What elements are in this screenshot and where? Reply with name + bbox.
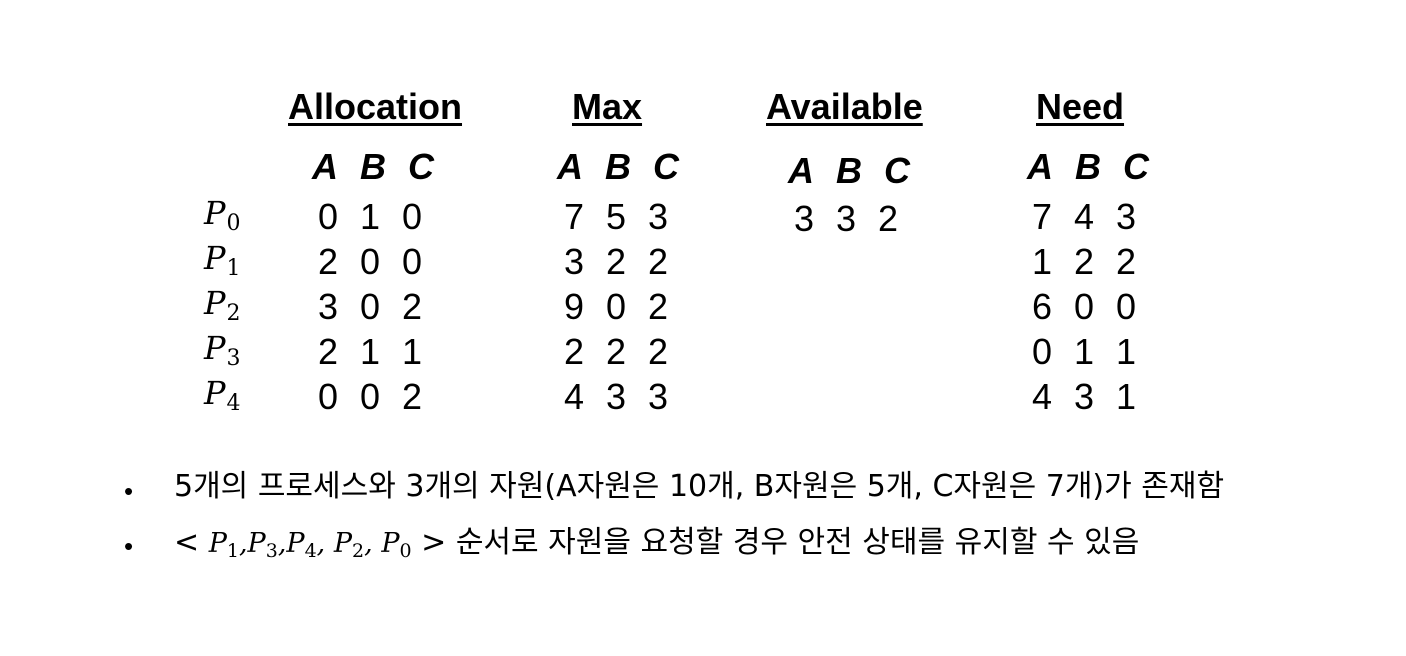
max-cell: 2	[647, 241, 669, 282]
allocation-cell: 2	[317, 331, 339, 372]
max-cell: 9	[563, 286, 585, 327]
resource-header: C	[653, 146, 679, 187]
sequence-item: P2,	[333, 528, 373, 562]
process-label-p3: P3	[204, 329, 241, 371]
max-cell: 2	[647, 286, 669, 327]
allocation-cell: 1	[359, 196, 381, 237]
resource-header: C	[1123, 146, 1149, 187]
available-cell: 3	[793, 198, 815, 239]
resource-header: B	[1075, 146, 1101, 187]
need-cell: 7	[1031, 196, 1053, 237]
need-cell: 0	[1115, 286, 1137, 327]
process-label-p2: P2	[204, 284, 241, 326]
max-cell: 0	[605, 286, 627, 327]
need-title: Need	[1036, 86, 1125, 127]
allocation-cell: 0	[359, 376, 381, 417]
max-cell: 2	[563, 331, 585, 372]
resource-header: B	[836, 150, 862, 191]
allocation-cell: 1	[359, 331, 381, 372]
resource-header: A	[312, 146, 338, 187]
allocation-cell: 0	[401, 196, 423, 237]
process-label-p0: P0	[204, 194, 241, 236]
need-cell: 6	[1031, 286, 1053, 327]
need-cell: 0	[1073, 286, 1095, 327]
bullet-marker: •	[124, 531, 134, 561]
max-cell: 5	[605, 196, 627, 237]
resource-header: B	[605, 146, 631, 187]
max-cell: 7	[563, 196, 585, 237]
bullet-marker: •	[124, 476, 134, 506]
max-cell: 3	[647, 196, 669, 237]
sequence-item: P4,	[286, 528, 326, 562]
sequence-close: >	[421, 525, 447, 560]
max-cell: 4	[563, 376, 585, 417]
need-cell: 2	[1115, 241, 1137, 282]
sequence-item: P1,	[208, 528, 248, 562]
max-cell: 3	[563, 241, 585, 282]
need-cell: 1	[1115, 376, 1137, 417]
allocation-cell: 1	[401, 331, 423, 372]
allocation-cell: 2	[401, 286, 423, 327]
allocation-cell: 2	[317, 241, 339, 282]
need-cell: 2	[1073, 241, 1095, 282]
max-cell: 2	[605, 331, 627, 372]
allocation-cell: 3	[317, 286, 339, 327]
need-cell: 4	[1031, 376, 1053, 417]
max-cell: 2	[605, 241, 627, 282]
sequence-description: 순서로 자원을 요청할 경우 안전 상태를 유지할 수 있음	[455, 525, 1140, 560]
available-cell: 2	[877, 198, 899, 239]
need-cell: 4	[1073, 196, 1095, 237]
resource-header: C	[884, 150, 910, 191]
bullet-text-1: 5개의 프로세스와 3개의 자원(A자원은 10개, B자원은 5개, C자원은…	[174, 469, 1225, 504]
allocation-cell: 0	[317, 196, 339, 237]
need-cell: 1	[1115, 331, 1137, 372]
need-cell: 1	[1031, 241, 1053, 282]
available-title: Available	[766, 86, 923, 127]
allocation-title: Allocation	[288, 86, 463, 127]
sequence-item: P0	[381, 528, 412, 562]
resource-header: B	[360, 146, 386, 187]
sequence-open: <	[174, 525, 200, 560]
need-cell: 1	[1073, 331, 1095, 372]
max-cell: 2	[647, 331, 669, 372]
resource-header: A	[788, 150, 814, 191]
available-cell: 3	[835, 198, 857, 239]
allocation-cell: 0	[401, 241, 423, 282]
need-cell: 0	[1031, 331, 1053, 372]
need-cell: 3	[1073, 376, 1095, 417]
safe-sequence: P1,P3,P4, P2, P0	[209, 530, 412, 561]
max-cell: 3	[647, 376, 669, 417]
need-cell: 3	[1115, 196, 1137, 237]
process-label-p1: P1	[204, 239, 241, 281]
resource-header: A	[557, 146, 583, 187]
resource-header: A	[1027, 146, 1053, 187]
allocation-cell: 0	[359, 241, 381, 282]
allocation-cell: 2	[401, 376, 423, 417]
allocation-cell: 0	[359, 286, 381, 327]
max-title: Max	[572, 86, 643, 127]
sequence-item: P3,	[247, 528, 287, 562]
allocation-cell: 0	[317, 376, 339, 417]
max-cell: 3	[605, 376, 627, 417]
process-label-p4: P4	[204, 374, 241, 416]
bullet-text-2: < P1,P3,P4, P2, P0 > 순서로 자원을 요청할 경우 안전 상…	[174, 528, 1139, 561]
resource-header: C	[408, 146, 434, 187]
